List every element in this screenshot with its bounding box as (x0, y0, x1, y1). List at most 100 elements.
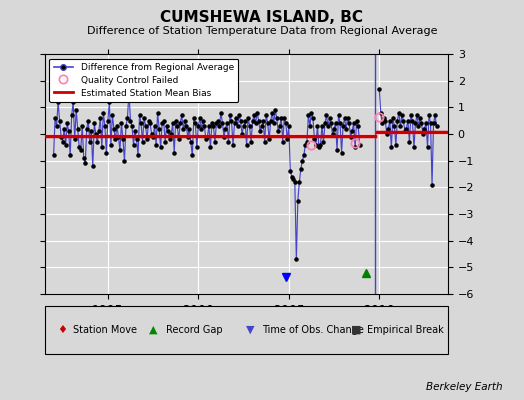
Point (339, 123, 347, 129)
Point (252, 120, 260, 126)
Point (292, 256, 301, 262)
Point (59, 139, 67, 145)
Point (111, 136, 119, 142)
Point (281, 120, 290, 126)
Point (122, 123, 130, 129)
Point (155, 126, 163, 132)
Point (121, 158, 129, 164)
Point (87, 128, 95, 134)
Point (171, 118, 180, 124)
Point (185, 126, 193, 132)
Text: Time of Obs. Change: Time of Obs. Change (263, 325, 364, 335)
Point (214, 118, 222, 124)
Point (99, 110, 107, 116)
Point (69, 99, 78, 105)
Point (425, 112, 433, 118)
Point (195, 115, 204, 121)
Point (135, 112, 144, 118)
Text: Record Gap: Record Gap (166, 325, 222, 335)
Point (219, 120, 227, 126)
Point (403, 118, 412, 124)
Point (310, 136, 319, 142)
Point (295, 179, 303, 185)
Point (173, 123, 181, 129)
Point (300, 152, 308, 158)
Point (268, 110, 276, 116)
Point (428, 182, 436, 188)
Point (259, 118, 267, 124)
Point (72, 107, 80, 113)
Point (128, 123, 136, 129)
Point (182, 123, 190, 129)
Point (174, 136, 183, 142)
Point (61, 142, 70, 148)
Point (129, 142, 138, 148)
Point (414, 123, 423, 129)
Point (157, 144, 165, 150)
Point (236, 118, 245, 124)
Point (387, 144, 396, 150)
Point (285, 123, 293, 129)
Point (68, 112, 76, 118)
Point (193, 144, 201, 150)
Point (413, 112, 421, 118)
FancyBboxPatch shape (45, 306, 448, 354)
Text: Empirical Break: Empirical Break (367, 325, 444, 335)
Point (217, 110, 225, 116)
Point (194, 123, 202, 129)
Text: ▲: ▲ (149, 325, 158, 335)
Point (319, 139, 328, 145)
Point (202, 136, 210, 142)
Point (187, 139, 195, 145)
Point (77, 147, 85, 153)
Point (190, 115, 198, 121)
Legend: Difference from Regional Average, Quality Control Failed, Estimated Station Mean: Difference from Regional Average, Qualit… (49, 58, 238, 102)
Point (341, 115, 349, 121)
Point (231, 120, 239, 126)
Point (293, 198, 302, 204)
Point (179, 126, 188, 132)
Point (110, 126, 118, 132)
Point (396, 123, 405, 129)
Point (104, 118, 112, 124)
Point (260, 139, 269, 145)
Point (405, 139, 413, 145)
Point (337, 150, 346, 156)
Point (64, 128, 73, 134)
Point (169, 120, 177, 126)
Point (286, 168, 294, 174)
Point (57, 134, 66, 140)
Point (96, 115, 104, 121)
Point (140, 115, 148, 121)
Point (83, 126, 91, 132)
Point (146, 120, 154, 126)
Point (256, 128, 264, 134)
Point (343, 115, 352, 121)
Point (233, 123, 242, 129)
Point (331, 120, 340, 126)
Point (432, 123, 441, 129)
Point (63, 120, 71, 126)
Text: ■: ■ (351, 325, 362, 335)
Point (307, 110, 315, 116)
Point (183, 134, 192, 140)
Point (351, 144, 359, 150)
Point (208, 120, 216, 126)
Point (215, 123, 224, 129)
Point (322, 112, 331, 118)
Point (280, 115, 289, 121)
Point (393, 118, 401, 124)
Point (90, 120, 99, 126)
Point (416, 115, 424, 121)
Point (297, 166, 305, 172)
Point (325, 115, 334, 121)
Point (384, 126, 392, 132)
Point (152, 142, 160, 148)
Point (353, 118, 361, 124)
Point (227, 118, 236, 124)
Point (149, 134, 157, 140)
Point (429, 120, 438, 126)
Point (333, 147, 341, 153)
Point (56, 118, 64, 124)
Point (159, 118, 168, 124)
